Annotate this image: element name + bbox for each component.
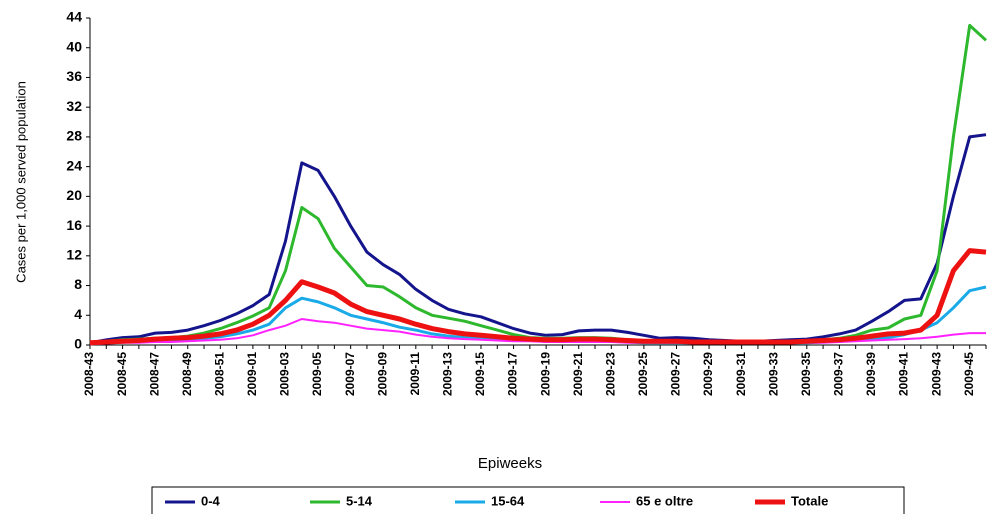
legend-label: Totale [791,493,828,508]
legend-label: 0-4 [201,493,221,508]
y-tick-label: 32 [66,98,82,114]
x-tick-label: 2009-07 [343,352,357,396]
legend-label: 65 e oltre [636,493,693,508]
y-axis-title: Cases per 1,000 served population [13,81,28,283]
x-tick-label: 2009-11 [408,352,422,396]
x-tick-label: 2008-45 [115,352,129,396]
x-tick-label: 2009-01 [245,352,259,396]
x-tick-label: 2009-27 [669,352,683,396]
y-tick-label: 44 [66,9,82,25]
x-tick-label: 2008-47 [147,352,161,396]
y-tick-label: 12 [66,247,82,263]
x-tick-label: 2009-43 [929,352,943,396]
y-tick-label: 20 [66,187,82,203]
x-tick-label: 2009-31 [734,352,748,396]
x-tick-label: 2009-25 [636,352,650,396]
x-tick-label: 2009-35 [799,352,813,396]
y-tick-label: 40 [66,38,82,54]
x-tick-label: 2009-09 [375,352,389,396]
x-tick-label: 2009-03 [278,352,292,396]
x-tick-label: 2009-41 [897,352,911,396]
legend-label: 15-64 [491,493,525,508]
y-tick-label: 16 [66,217,82,233]
x-tick-label: 2008-49 [180,352,194,396]
x-tick-label: 2009-45 [962,352,976,396]
x-tick-label: 2009-17 [506,352,520,396]
x-tick-label: 2009-19 [538,352,552,396]
series-line [89,248,987,346]
x-axis-title: Epiweeks [478,455,542,472]
y-tick-label: 8 [74,276,82,292]
y-tick-label: 36 [66,68,82,84]
y-tick-label: 24 [66,157,82,173]
x-tick-label: 2009-37 [832,352,846,396]
x-tick-label: 2009-29 [701,352,715,396]
x-tick-label: 2009-05 [310,352,324,396]
y-tick-label: 4 [74,306,82,322]
x-tick-label: 2008-43 [82,352,96,396]
x-tick-label: 2009-39 [864,352,878,396]
y-tick-label: 0 [74,336,82,352]
x-tick-label: 2009-21 [571,352,585,396]
legend-label: 5-14 [346,493,373,508]
x-tick-label: 2009-13 [441,352,455,396]
x-tick-label: 2009-33 [766,352,780,396]
x-tick-label: 2008-51 [212,352,226,396]
series-line [89,23,988,345]
series-line [89,133,987,345]
x-tick-label: 2009-15 [473,352,487,396]
y-tick-label: 28 [66,128,82,144]
x-tick-label: 2009-23 [603,352,617,396]
